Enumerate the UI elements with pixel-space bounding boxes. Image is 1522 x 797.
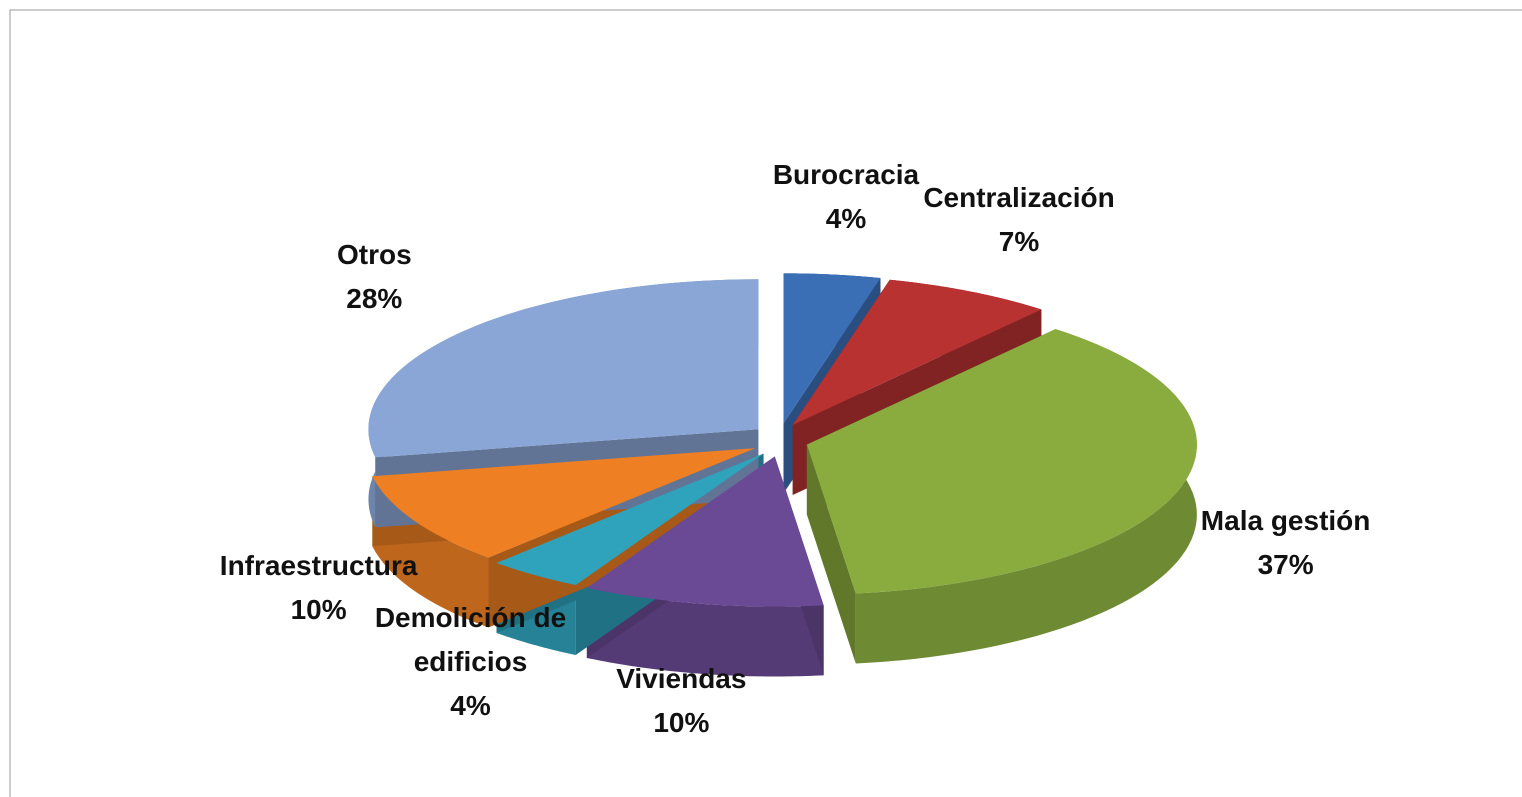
value-label: 37%: [1257, 548, 1314, 580]
value-label: 4%: [825, 202, 867, 234]
frame: [9, 9, 1522, 797]
category-label: Infraestructura: [219, 550, 418, 582]
slice: [806, 329, 1197, 594]
value-label: 10%: [290, 594, 347, 626]
category-label: Otros: [336, 238, 412, 270]
slice-edge: [806, 444, 856, 664]
category-label: Burocracia: [772, 158, 920, 190]
slice-label: Mala gestión 37%: [1141, 499, 1431, 587]
slice: [792, 279, 1042, 426]
slice-label: Burocracia 4%: [701, 153, 991, 241]
slice: [372, 448, 756, 558]
slice-label: Viviendas 10%: [536, 657, 826, 745]
value-label: 4%: [450, 690, 491, 722]
slice-label: Centralización 7%: [874, 176, 1164, 264]
slice: [586, 456, 824, 607]
slice-label: Infraestructura 10%: [174, 544, 464, 632]
category-label: Demolición de edificios: [374, 602, 567, 678]
category-label: Centralización: [923, 181, 1115, 213]
slice-label: Otros 28%: [229, 233, 519, 321]
slice: [496, 453, 764, 586]
value-label: 10%: [653, 707, 710, 738]
slice-label: Demolición de edificios 4%: [326, 596, 616, 728]
category-label: Mala gestión: [1200, 504, 1371, 536]
slice: [368, 279, 759, 458]
value-label: 28%: [346, 282, 403, 314]
category-label: Viviendas: [616, 663, 747, 694]
value-label: 7%: [998, 225, 1040, 257]
slice: [783, 273, 881, 424]
